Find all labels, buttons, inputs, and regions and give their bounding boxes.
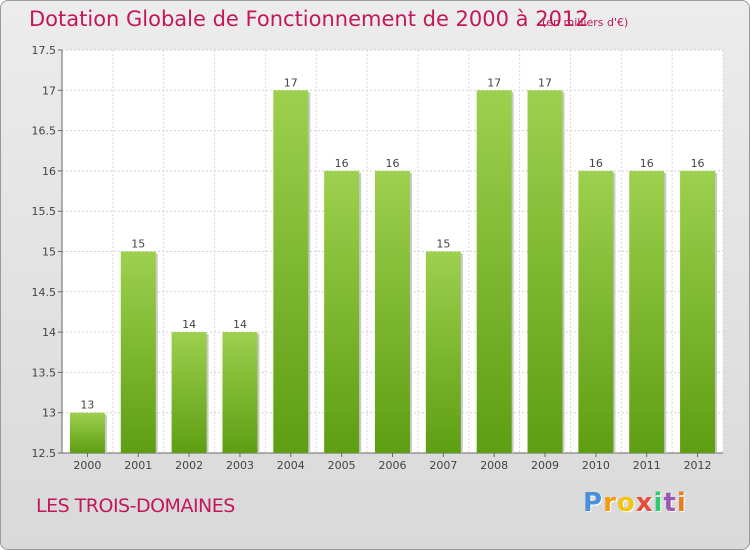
bar-value-label: 16	[386, 157, 400, 170]
brand-letter: i	[653, 488, 664, 518]
bar-value-label: 16	[589, 157, 603, 170]
x-tick-label: 2009	[531, 459, 559, 472]
bar-value-label: 14	[233, 318, 247, 331]
bar-value-label: 13	[80, 399, 94, 412]
chart-title: Dotation Globale de Fonctionnement de 20…	[29, 7, 589, 31]
brand-letter: r	[603, 488, 617, 518]
bar	[273, 90, 309, 454]
bar	[324, 170, 360, 453]
brand-letter: t	[663, 488, 677, 518]
y-tick-label: 16	[42, 165, 56, 178]
brand-letter: i	[676, 488, 687, 518]
y-tick-label: 13	[42, 407, 56, 420]
y-tick-label: 12.5	[32, 447, 57, 460]
bar	[527, 90, 563, 454]
x-tick-label: 2011	[633, 459, 661, 472]
y-tick-label: 13.5	[32, 366, 57, 379]
x-tick-label: 2012	[684, 459, 712, 472]
bar	[222, 332, 258, 453]
x-tick-label: 2001	[124, 459, 152, 472]
x-tick-label: 2004	[277, 459, 305, 472]
bar-value-label: 16	[691, 157, 705, 170]
bar	[680, 170, 716, 453]
x-tick-label: 2007	[429, 459, 457, 472]
bar-value-label: 17	[538, 76, 552, 89]
x-tick-label: 2002	[175, 459, 203, 472]
bar	[476, 90, 512, 454]
bar-value-label: 16	[640, 157, 654, 170]
brand-letter: x	[635, 488, 654, 518]
bar	[629, 170, 665, 453]
y-tick-label: 14.5	[32, 286, 57, 299]
bar-value-label: 17	[284, 76, 298, 89]
bar	[69, 412, 105, 453]
bar	[375, 170, 410, 453]
x-tick-label: 2010	[582, 459, 610, 472]
y-tick-label: 17	[42, 84, 56, 97]
y-tick-label: 16.5	[32, 125, 57, 138]
bar-value-label: 15	[131, 238, 145, 251]
bar-value-label: 17	[487, 76, 501, 89]
y-tick-label: 15.5	[32, 205, 57, 218]
x-tick-label: 2006	[379, 459, 407, 472]
y-tick-label: 15	[42, 246, 56, 259]
x-tick-label: 2005	[328, 459, 356, 472]
bar	[120, 251, 156, 453]
bar-value-label: 16	[335, 157, 349, 170]
place-name: LES TROIS-DOMAINES	[36, 495, 235, 517]
brand-letter: P	[583, 488, 604, 518]
brand-letter: o	[616, 488, 636, 518]
x-tick-label: 2000	[73, 459, 101, 472]
bar	[425, 251, 461, 453]
bar-value-label: 15	[436, 238, 450, 251]
bar-value-label: 14	[182, 318, 196, 331]
chart-subtitle: (en milliers d'€)	[542, 16, 629, 29]
proxiti-logo[interactable]: Proxiti	[583, 488, 687, 518]
x-tick-label: 2003	[226, 459, 254, 472]
bar	[578, 170, 614, 453]
bar	[171, 332, 207, 453]
y-tick-label: 14	[42, 326, 56, 339]
x-tick-label: 2008	[480, 459, 508, 472]
y-tick-label: 17.5	[32, 44, 57, 57]
